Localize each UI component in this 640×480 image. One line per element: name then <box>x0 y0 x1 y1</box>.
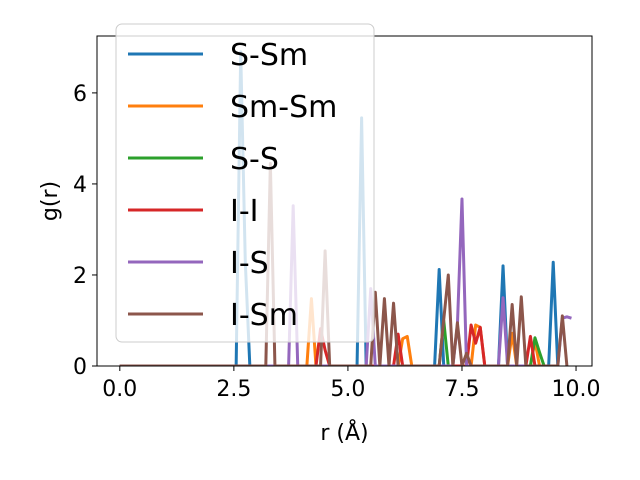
y-tick-label: 4 <box>73 173 87 198</box>
legend-label-i-sm: I-Sm <box>230 298 298 333</box>
x-tick-label: 5.0 <box>330 377 365 402</box>
x-tick-label: 10.0 <box>552 377 601 402</box>
y-tick-label: 6 <box>73 82 87 107</box>
legend-label-s-s: S-S <box>230 142 279 177</box>
series-line-sm-sm <box>119 297 542 366</box>
x-tick-label: 0.0 <box>102 377 137 402</box>
legend-label-s-sm: S-Sm <box>230 38 308 73</box>
legend: S-Sm Sm-Sm S-S I-I I-S I-Sm <box>115 23 375 343</box>
y-tick-label: 2 <box>73 264 87 289</box>
legend-label-sm-sm: Sm-Sm <box>230 90 337 125</box>
x-tick-label: 2.5 <box>216 377 251 402</box>
y-axis-label: g(r) <box>38 181 63 221</box>
x-axis-label: r (Å) <box>320 419 368 446</box>
axis-ticks: 0.0 2.5 5.0 7.5 10.0 0 2 4 6 <box>73 82 601 402</box>
x-tick-label: 7.5 <box>444 377 479 402</box>
legend-label-i-s: I-S <box>230 246 269 281</box>
legend-label-i-i: I-I <box>230 194 259 229</box>
y-tick-label: 0 <box>73 355 87 380</box>
